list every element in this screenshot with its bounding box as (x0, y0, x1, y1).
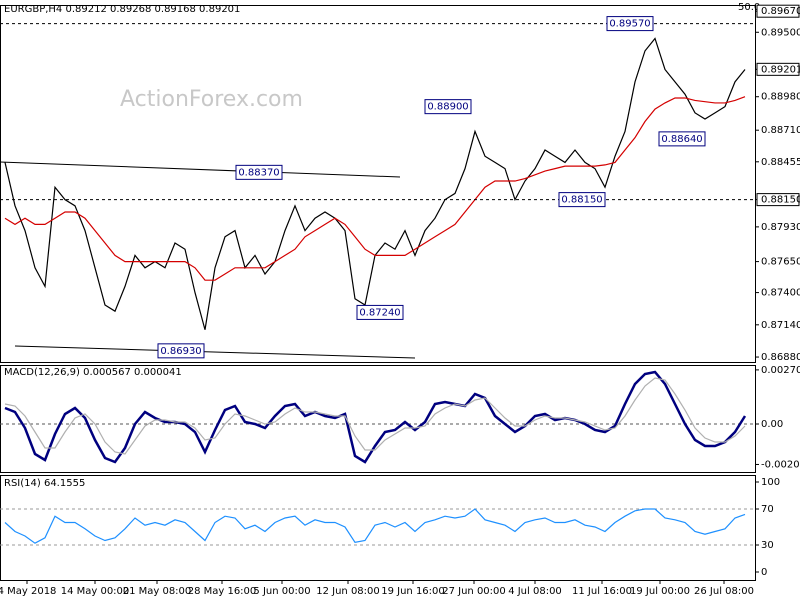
y-tick-label: 0.88980 (761, 92, 800, 103)
price-box (756, 62, 800, 76)
y-tick-label: 100 (761, 477, 780, 488)
annotation-box (235, 164, 283, 180)
x-tick-label: 5 Jun 00:00 (253, 586, 310, 597)
y-tick-label: 0.86880 (761, 352, 800, 363)
price-box (756, 193, 800, 207)
annotation-label: 0.88900 (427, 102, 468, 113)
annotation-label: 0.89570 (609, 19, 650, 30)
series-line (4, 96, 746, 281)
y-tick-label: 0.89500 (761, 27, 800, 38)
annotation-label: 0.87240 (359, 307, 400, 318)
price-box (756, 4, 800, 18)
annotation-label: 0.88640 (661, 134, 702, 145)
panel-title: EURGBP,H4 0.89212 0.89268 0.89168 0.8920… (4, 4, 240, 15)
x-tick-label: 19 Jul 00:00 (630, 586, 690, 597)
series-line (4, 508, 746, 544)
panel-title: RSI(14) 64.1555 (4, 478, 85, 489)
y-tick-label: 0.00 (761, 419, 783, 430)
x-tick-label: 27 Jun 00:00 (442, 586, 506, 597)
panel-title: MACD(12,26,9) 0.000567 0.000041 (4, 367, 182, 378)
y-tick-label: 0.88150 (761, 195, 800, 206)
annotation-box (356, 304, 404, 320)
rsi-panel (0, 475, 756, 581)
x-tick-label: 12 Jun 08:00 (316, 586, 380, 597)
y-tick-label: 0.88710 (761, 125, 800, 136)
y-tick-label: 0.87930 (761, 222, 800, 233)
y-tick-label: 0.89201 (761, 64, 800, 75)
y-tick-label: 0.87140 (761, 320, 800, 331)
y-tick-label: 0.002705 (761, 365, 800, 376)
annotation-box (658, 131, 706, 147)
x-tick-label: 4 May 2018 (0, 586, 56, 597)
y-tick-label: 30 (761, 540, 774, 551)
x-tick-label: 14 May 00:00 (61, 586, 130, 597)
y-tick-label: 0 (761, 567, 767, 578)
y-tick-label: 0.88455 (761, 157, 800, 168)
channel-line (0, 161, 401, 178)
x-tick-label: 28 May 16:00 (188, 586, 257, 597)
annotation-box (558, 192, 606, 208)
annotation-label: 0.86930 (160, 346, 201, 357)
y-tick-label: 0.87650 (761, 257, 800, 268)
macd-panel (0, 365, 756, 473)
y-tick-label: 0.89670 (761, 6, 800, 17)
series-line (4, 377, 746, 455)
annotation-label: 0.88150 (561, 195, 602, 206)
x-tick-label: 11 Jul 16:00 (572, 586, 632, 597)
watermark: ActionForex.com (120, 87, 303, 112)
y-tick-label: -0.002023 (761, 459, 800, 470)
channel-line (14, 345, 416, 359)
price-panel (0, 5, 756, 363)
y-tick-label: 0.87400 (761, 288, 800, 299)
annotation-box (606, 16, 654, 32)
x-tick-label: 21 May 08:00 (123, 586, 192, 597)
y-tick-label: 70 (761, 504, 774, 515)
x-tick-label: 19 Jun 16:00 (381, 586, 445, 597)
x-tick-label: 26 Jul 08:00 (694, 586, 754, 597)
annotation-box (424, 99, 472, 115)
annotation-box (157, 343, 205, 359)
fib-label: 50.0 (738, 2, 760, 13)
x-tick-label: 4 Jul 08:00 (508, 586, 562, 597)
series-line (4, 370, 747, 464)
annotation-label: 0.88370 (238, 167, 279, 178)
